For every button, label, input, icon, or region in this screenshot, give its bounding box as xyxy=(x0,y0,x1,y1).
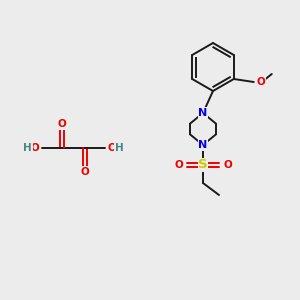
Text: O: O xyxy=(174,160,183,170)
Text: N: N xyxy=(198,108,208,118)
Text: O: O xyxy=(30,143,39,153)
Text: O: O xyxy=(223,160,232,170)
Text: O: O xyxy=(81,167,89,177)
Text: O: O xyxy=(108,143,117,153)
Text: N: N xyxy=(198,140,208,150)
Text: H: H xyxy=(115,143,124,153)
Text: O: O xyxy=(58,119,66,129)
Text: S: S xyxy=(198,158,208,172)
Text: O: O xyxy=(257,77,266,87)
Text: H: H xyxy=(23,143,32,153)
